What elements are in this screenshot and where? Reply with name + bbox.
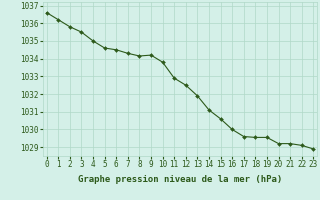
X-axis label: Graphe pression niveau de la mer (hPa): Graphe pression niveau de la mer (hPa)	[78, 175, 282, 184]
